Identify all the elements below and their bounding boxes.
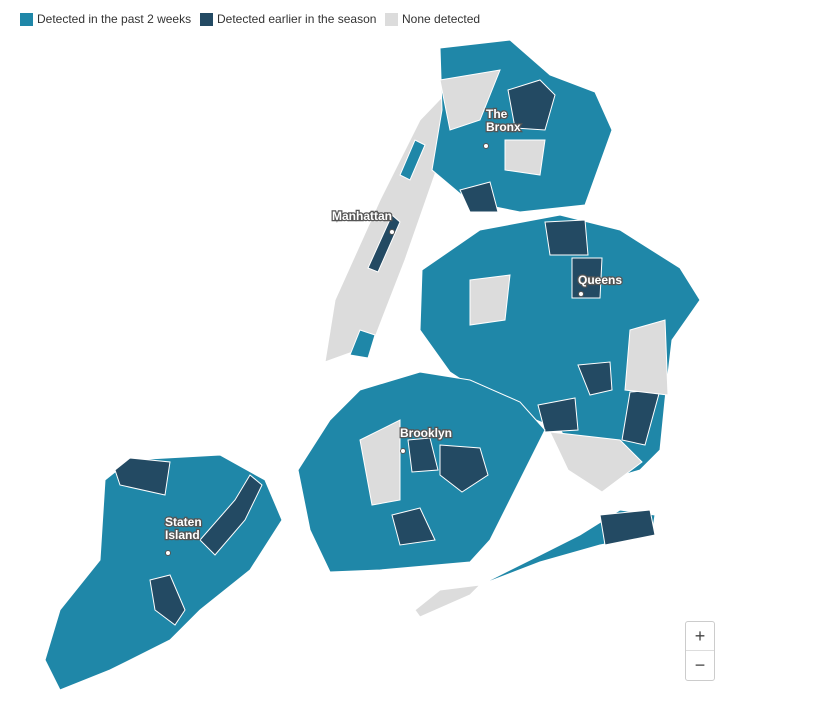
zoom-control: + − — [685, 621, 715, 681]
place-label: The — [486, 107, 508, 121]
place-label: Bronx — [486, 120, 521, 134]
legend-item: Detected in the past 2 weeks — [20, 12, 191, 26]
area — [439, 69, 501, 131]
legend-item: None detected — [385, 12, 480, 26]
place-label: Staten — [165, 515, 202, 529]
zoom-in[interactable]: + — [686, 622, 714, 651]
area — [507, 79, 556, 131]
place-dot — [400, 448, 406, 454]
area — [399, 139, 426, 181]
area — [407, 437, 439, 473]
area — [414, 584, 482, 618]
area — [439, 444, 489, 493]
area — [571, 257, 603, 299]
area — [624, 319, 669, 396]
brooklyn — [297, 371, 546, 573]
legend-swatch — [20, 12, 33, 26]
area — [469, 274, 511, 326]
area — [504, 139, 546, 176]
place-label: Queens — [578, 273, 622, 287]
area — [599, 509, 656, 546]
legend-label: None detected — [402, 12, 481, 26]
area — [199, 474, 263, 556]
place-label: Island — [165, 528, 200, 542]
legend-swatch — [385, 12, 398, 26]
area — [359, 419, 401, 506]
area — [149, 574, 186, 626]
legend-label: Detected earlier in the season — [217, 12, 377, 26]
place-dot — [165, 550, 171, 556]
area — [114, 457, 171, 496]
area — [459, 181, 499, 213]
place-dot — [389, 229, 395, 235]
area — [577, 361, 613, 396]
place-dot — [578, 291, 584, 297]
legend-swatch — [200, 12, 213, 26]
legend-label: Detected in the past 2 weeks — [37, 12, 192, 26]
area — [537, 397, 579, 433]
place-dot — [483, 143, 489, 149]
zoom-out[interactable]: − — [694, 655, 706, 675]
place-label: Manhattan — [332, 209, 392, 223]
legend-item: Detected earlier in the season — [200, 12, 376, 26]
area — [391, 507, 436, 546]
place-label: Brooklyn — [400, 426, 452, 440]
area — [544, 219, 589, 256]
airport — [549, 431, 643, 493]
area — [349, 329, 376, 359]
